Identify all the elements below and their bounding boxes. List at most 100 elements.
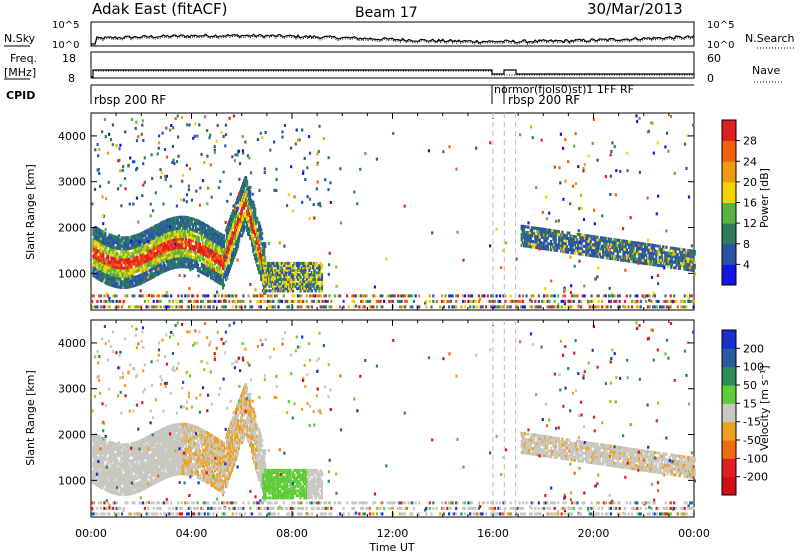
echo-cell	[187, 252, 190, 256]
echo-cell	[92, 305, 95, 309]
echo-cell	[271, 271, 275, 275]
echo-cell	[157, 141, 161, 145]
echo-cell	[260, 269, 263, 273]
echo-cell	[185, 227, 188, 231]
echo-cell	[320, 264, 324, 268]
echo-cell	[412, 299, 416, 303]
echo-cell	[520, 238, 523, 242]
echo-cell	[126, 263, 129, 267]
echo-cell	[288, 280, 291, 284]
echo-cell	[113, 305, 117, 309]
echo-cell	[222, 135, 225, 138]
echo-cell	[641, 261, 644, 265]
echo-cell	[104, 259, 107, 263]
echo-cell	[92, 227, 95, 231]
echo-cell	[587, 299, 590, 303]
echo-cell	[563, 244, 566, 248]
echo-cell	[538, 238, 541, 242]
echo-cell	[295, 264, 298, 268]
echo-cell	[256, 250, 259, 254]
echo-cell	[263, 253, 266, 257]
echo-cell	[176, 218, 179, 222]
echo-cell	[93, 459, 96, 463]
echo-cell	[596, 158, 599, 162]
echo-cell	[113, 294, 117, 298]
echo-cell	[340, 221, 343, 225]
echo-cell	[252, 200, 255, 204]
echo-cell	[278, 241, 281, 245]
echo-cell	[664, 245, 667, 249]
echo-cell	[233, 159, 236, 163]
echo-cell	[273, 305, 277, 309]
echo-cell	[692, 299, 695, 303]
echo-cell	[623, 299, 627, 303]
echo-cell	[291, 274, 294, 278]
echo-cell	[226, 276, 229, 280]
echo-cell	[268, 289, 271, 293]
echo-cell	[339, 167, 342, 171]
echo-cell	[451, 305, 454, 309]
echo-cell	[299, 268, 302, 272]
echo-cell	[269, 266, 272, 270]
echo-cell	[655, 260, 658, 264]
echo-cell	[381, 305, 384, 309]
echo-cell	[611, 240, 614, 244]
echo-cell	[523, 305, 526, 309]
cpid-label: CPID	[6, 89, 35, 102]
echo-cell	[97, 481, 100, 485]
echo-cell	[188, 257, 191, 261]
echo-cell	[646, 243, 649, 246]
echo-cell	[335, 265, 338, 269]
echo-cell	[652, 305, 655, 309]
echo-cell	[292, 266, 295, 270]
echo-cell	[678, 256, 682, 259]
echo-cell	[495, 294, 498, 298]
echo-cell	[660, 247, 663, 251]
echo-cell	[564, 305, 567, 309]
echo-cell	[576, 241, 579, 244]
echo-cell	[128, 277, 131, 281]
echo-cell	[206, 274, 209, 278]
echo-cell	[606, 248, 609, 252]
echo-cell	[310, 294, 313, 298]
echo-cell	[173, 216, 176, 220]
echo-cell	[221, 258, 225, 262]
echo-cell	[217, 186, 220, 190]
echo-cell	[615, 299, 618, 303]
echo-cell	[603, 245, 606, 248]
echo-cell	[546, 242, 549, 246]
echo-cell	[573, 264, 576, 268]
echo-cell	[302, 299, 305, 303]
echo-cell	[303, 280, 306, 284]
echo-cell	[127, 305, 131, 309]
echo-cell	[652, 244, 656, 247]
echo-cell	[133, 294, 136, 298]
echo-cell	[164, 178, 167, 181]
echo-cell	[645, 253, 648, 257]
echo-cell	[103, 305, 106, 309]
echo-cell	[444, 294, 447, 298]
echo-cell	[202, 250, 205, 253]
echo-cell	[308, 277, 311, 281]
echo-cell	[667, 305, 671, 309]
echo-cell	[288, 266, 291, 270]
echo-cell	[259, 131, 262, 135]
echo-cell	[111, 123, 114, 127]
echo-cell	[251, 237, 255, 241]
echo-cell	[256, 294, 259, 298]
echo-cell	[291, 294, 294, 298]
echo-cell	[257, 239, 260, 243]
echo-cell	[520, 305, 523, 309]
echo-cell	[103, 299, 106, 303]
echo-cell	[542, 233, 545, 237]
echo-cell	[174, 242, 177, 246]
echo-cell	[177, 294, 180, 298]
echo-cell	[224, 305, 227, 309]
echo-cell	[187, 305, 190, 309]
echo-cell	[569, 202, 572, 206]
echo-cell	[229, 247, 233, 251]
y-tick-label: 1000	[58, 267, 86, 280]
echo-cell	[683, 253, 686, 257]
echo-cell	[342, 305, 345, 309]
echo-cell	[671, 299, 674, 303]
